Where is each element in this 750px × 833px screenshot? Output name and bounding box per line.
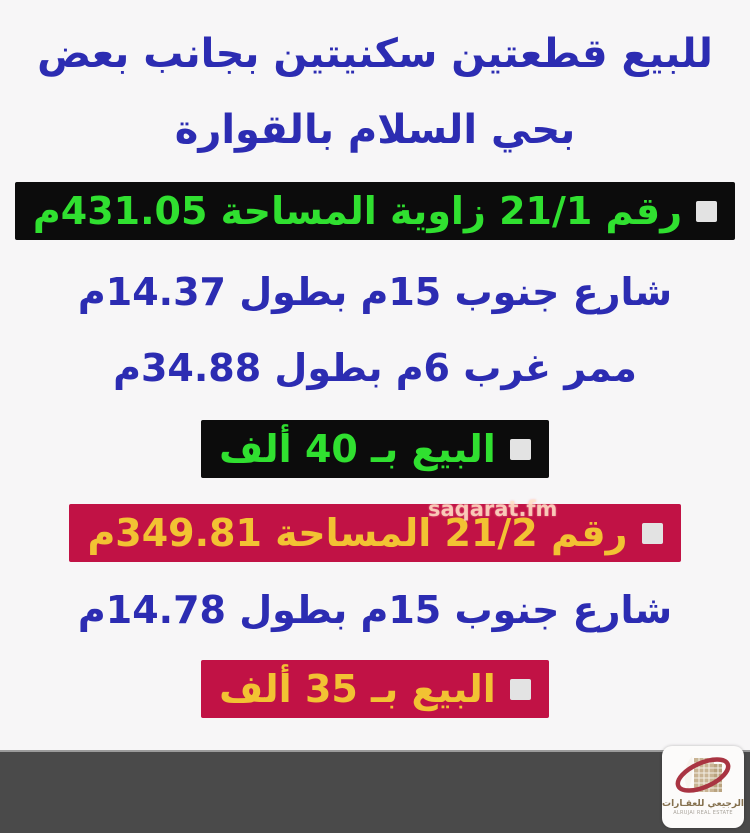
plot1-header-bar: رقم 21/1 زاوية المساحة 431.05م <box>14 182 736 240</box>
square-bullet-icon <box>509 679 531 700</box>
plot2-price-text: البيع بـ 35 ألف <box>219 667 496 711</box>
plot2-header-text: رقم 21/2 المساحة 349.81م <box>87 511 628 555</box>
plot1-header-text: رقم 21/1 زاوية المساحة 431.05م <box>32 189 683 233</box>
footer-strip <box>0 750 750 833</box>
ad-title-line2: بحي السلام بالقوارة <box>174 107 576 153</box>
building-logo-icon <box>675 756 731 793</box>
ad-poster: للبيع قطعتين سكنيتين بجانب بعض بحي السلا… <box>14 31 736 718</box>
square-bullet-icon <box>509 439 531 460</box>
plot1-dimension-west: ممر غرب 6م بطول 34.88م <box>113 346 637 390</box>
ad-title-line1: للبيع قطعتين سكنيتين بجانب بعض <box>37 31 713 77</box>
plot1-price-text: البيع بـ 40 ألف <box>219 427 496 471</box>
logo-english-name: ALRUJAI REAL ESTATE <box>673 810 733 816</box>
agency-logo: الرجيعي للعقـارات ALRUJAI REAL ESTATE <box>662 746 744 828</box>
square-bullet-icon <box>696 201 718 222</box>
square-bullet-icon <box>641 523 663 544</box>
plot2-header-bar: رقم 21/2 المساحة 349.81م <box>69 504 681 562</box>
plot2-dimension-south: شارع جنوب 15م بطول 14.78م <box>77 588 673 632</box>
logo-arabic-name: الرجيعي للعقـارات <box>662 799 744 809</box>
plot2-price-bar: البيع بـ 35 ألف <box>201 660 549 718</box>
plot1-price-bar: البيع بـ 40 ألف <box>201 420 549 478</box>
plot1-dimension-south: شارع جنوب 15م بطول 14.37م <box>77 270 673 314</box>
